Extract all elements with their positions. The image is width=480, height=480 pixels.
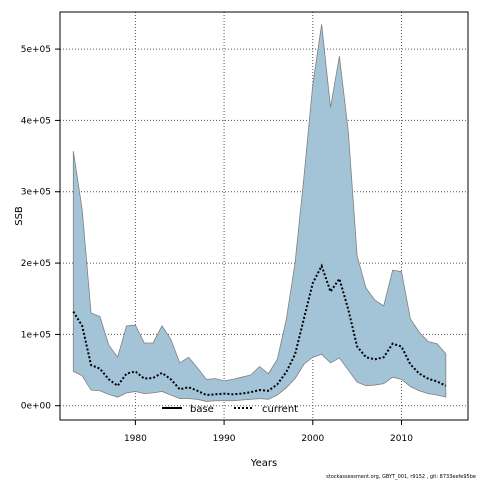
y-tick-label-5: 5e+05 bbox=[21, 45, 51, 55]
confidence-band-area bbox=[72, 24, 447, 402]
y-tick-label-1: 1e+05 bbox=[21, 330, 51, 340]
y-tick-label-3: 3e+05 bbox=[21, 188, 51, 198]
legend: base current bbox=[162, 404, 298, 415]
x-tick-label-1980: 1980 bbox=[124, 434, 147, 444]
legend-current-label: current bbox=[262, 404, 298, 415]
series-lines bbox=[72, 263, 447, 397]
x-axis-title: Years bbox=[250, 458, 277, 469]
y-axis-title: SSB bbox=[14, 206, 25, 226]
y-tick-label-2: 2e+05 bbox=[21, 259, 51, 269]
legend-base-label: base bbox=[190, 404, 214, 415]
series-line-current bbox=[72, 263, 447, 397]
x-tick-label-2000: 2000 bbox=[301, 434, 324, 444]
footnote: stockassessment.org, GBYT_001, r9152 , g… bbox=[326, 474, 476, 480]
y-tick-label-4: 4e+05 bbox=[21, 116, 51, 126]
x-tick-label-2010: 2010 bbox=[390, 434, 413, 444]
y-tick-label-0: 0e+00 bbox=[21, 402, 52, 412]
confidence-band bbox=[72, 24, 447, 402]
plot-frame bbox=[59, 11, 469, 421]
x-tick-label-1990: 1990 bbox=[213, 434, 236, 444]
axis-ticks: 1980 1990 2000 2010 0e+00 1e+05 2e+05 3e+05 4e+0… bbox=[21, 45, 413, 444]
